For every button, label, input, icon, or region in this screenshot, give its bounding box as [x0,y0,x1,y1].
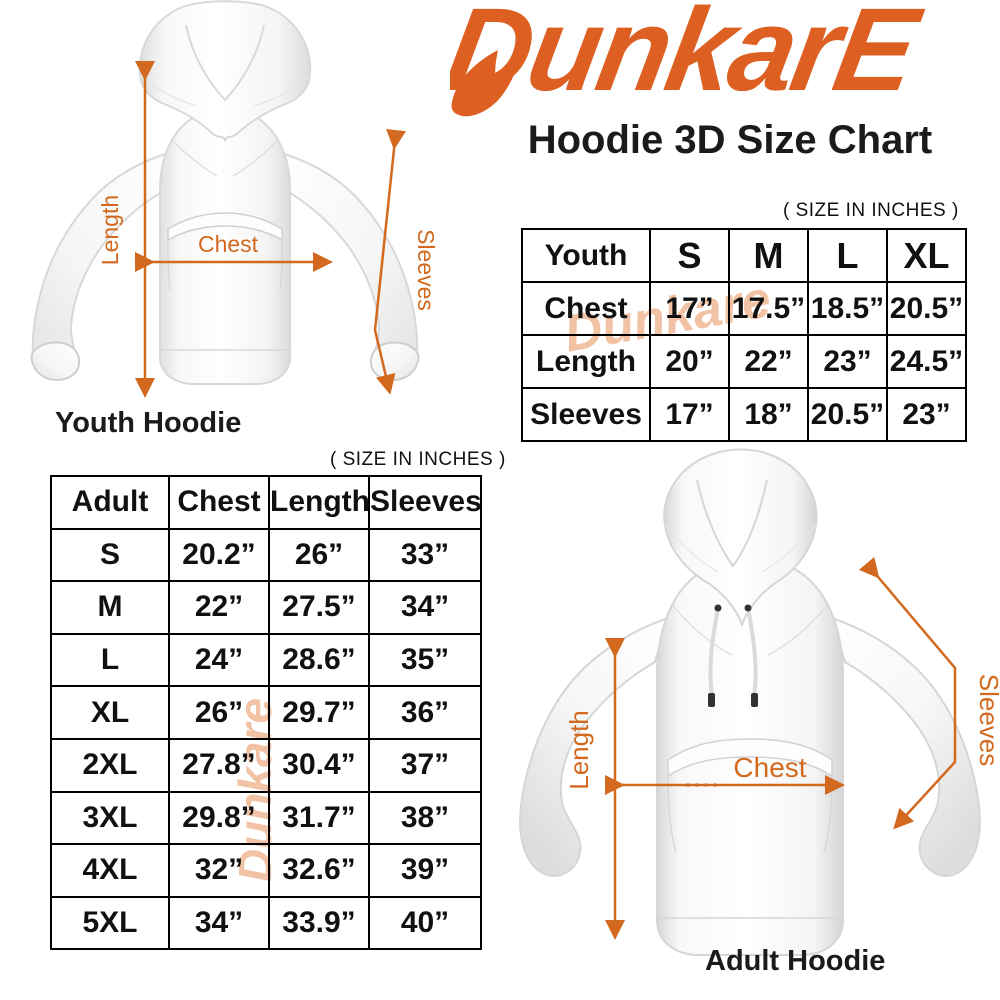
svg-text:DunkarE: DunkarE [450,0,931,116]
svg-text:Chest: Chest [198,231,259,257]
svg-text:Sleeves: Sleeves [974,674,1000,767]
svg-text:Chest: Chest [733,752,806,783]
svg-text:Length: Length [97,195,123,265]
svg-text:Sleeves: Sleeves [413,229,439,311]
svg-text:Length: Length [564,710,594,790]
